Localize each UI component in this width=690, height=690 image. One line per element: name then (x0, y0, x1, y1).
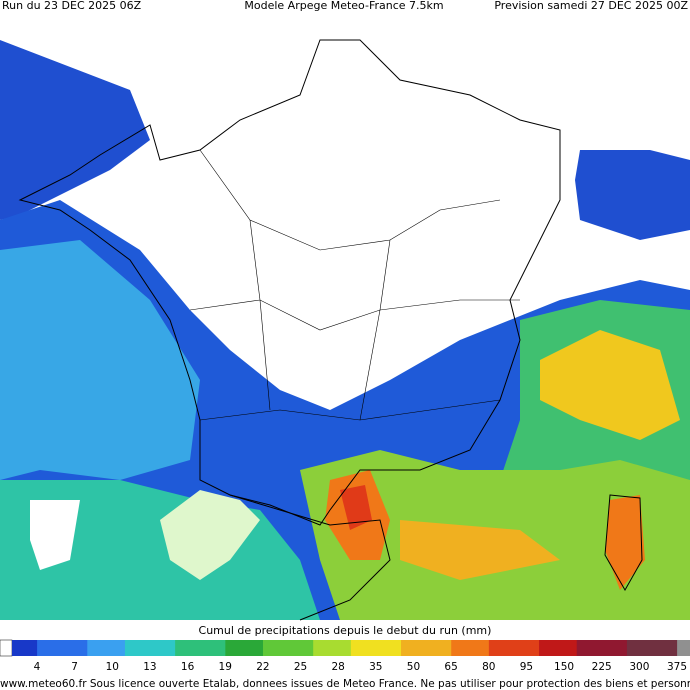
colorbar-tick-label: 16 (181, 661, 195, 673)
colorbar-swatch (388, 640, 402, 656)
colorbar-tick-label: 65 (444, 661, 457, 673)
model-label: Modele Arpege Meteo-France 7.5km (244, 0, 443, 12)
colorbar-swatch (99, 640, 113, 656)
colorbar-tick-label: 22 (256, 661, 269, 673)
borders (18, 39, 643, 621)
colorbar-swatch (313, 640, 327, 656)
colorbar-swatch (187, 640, 201, 656)
colorbar-swatch (12, 640, 26, 656)
colorbar-swatch (87, 640, 101, 656)
colorbar-swatch (350, 640, 364, 656)
legend-title: Cumul de precipitations depuis le debut … (199, 624, 492, 637)
colorbar-tick-label: 25 (294, 661, 307, 673)
colorbar-tick-label: 10 (106, 661, 119, 673)
colorbar-swatch (288, 640, 302, 656)
colorbar-swatch (413, 640, 427, 656)
colorbar-swatch (175, 640, 189, 656)
colorbar-swatch (438, 640, 452, 656)
colorbar-swatch (338, 640, 352, 656)
colorbar-swatch (262, 640, 277, 656)
colorbar-swatch (576, 640, 590, 656)
colorbar-swatch (49, 640, 63, 656)
colorbar-swatch (37, 640, 51, 656)
colorbar-swatch (375, 640, 389, 656)
colorbar-swatch (0, 639, 13, 657)
colorbar: 4 7 10 13 16 19 22 25 28 35 50 65 80 95 150 225 300 375 (0, 639, 690, 673)
colorbar-swatch (74, 640, 88, 656)
colorbar-swatch (212, 640, 226, 656)
colorbar-tick-label: 19 (219, 661, 232, 673)
colorbar-tick-label: 4 (34, 661, 41, 673)
colorbar-swatch (162, 640, 176, 656)
colorbar-swatch (150, 640, 164, 656)
colorbar-swatch (225, 640, 239, 656)
colorbar-swatch (488, 640, 502, 656)
footer-text: www.meteo60.fr Sous licence ouverte Etal… (0, 678, 690, 690)
colorbar-tick-label: 300 (629, 661, 649, 673)
colorbar-tick-label: 7 (71, 661, 78, 673)
colorbar-tick-label: 375 (667, 661, 687, 673)
colorbar-swatch (626, 640, 640, 656)
colorbar-swatch (539, 640, 553, 656)
run-label: Run du 23 DEC 2025 06Z (2, 0, 142, 12)
colorbar-swatch (112, 640, 126, 656)
colorbar-tick-label: 95 (520, 661, 533, 673)
colorbar-tick-label: 50 (407, 661, 420, 673)
colorbar-tick-label: 225 (592, 661, 612, 673)
colorbar-swatch (664, 640, 678, 656)
colorbar-swatch (137, 640, 151, 656)
colorbar-swatch (677, 640, 690, 656)
colorbar-tick-label: 13 (143, 661, 156, 673)
colorbar-swatch (325, 640, 339, 656)
colorbar-swatch (614, 640, 628, 656)
colorbar-tick-label: 35 (369, 661, 382, 673)
colorbar-swatch (501, 640, 515, 656)
colorbar-swatch (476, 640, 490, 656)
colorbar-swatch (451, 640, 465, 656)
colorbar-swatch (401, 640, 415, 656)
colorbar-swatch (237, 640, 251, 656)
colorbar-swatch (200, 640, 214, 656)
colorbar-swatch (62, 640, 76, 656)
colorbar-swatch (124, 640, 138, 656)
forecast-label: Prevision samedi 27 DEC 2025 00Z (494, 0, 688, 12)
colorbar-swatch (300, 640, 314, 656)
colorbar-swatch (589, 640, 603, 656)
colorbar-swatch (24, 640, 38, 656)
colorbar-swatch (526, 640, 540, 656)
colorbar-swatch (513, 640, 528, 656)
colorbar-swatch (363, 640, 377, 656)
colorbar-swatch (601, 640, 615, 656)
colorbar-tick-label: 150 (554, 661, 574, 673)
colorbar-swatch (551, 640, 565, 656)
colorbar-swatch (426, 640, 440, 656)
colorbar-swatch (639, 640, 653, 656)
colorbar-swatch (463, 640, 477, 656)
colorbar-swatch (564, 640, 578, 656)
colorbar-swatch (652, 640, 666, 656)
colorbar-tick-label: 28 (331, 661, 344, 673)
colorbar-swatch (250, 640, 264, 656)
colorbar-tick-label: 80 (482, 661, 495, 673)
colorbar-swatch (275, 640, 289, 656)
precipitation-field (0, 40, 690, 620)
